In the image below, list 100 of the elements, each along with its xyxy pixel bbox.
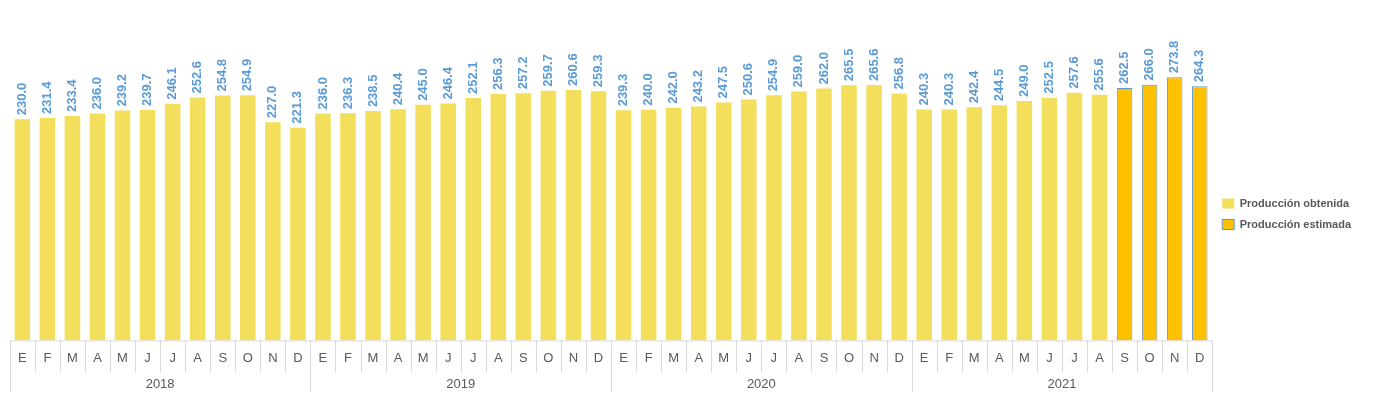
x-tick-label: N: [869, 349, 879, 365]
data-label: 260.6: [565, 53, 581, 86]
data-label: 273.8: [1166, 40, 1182, 74]
data-label: 244.5: [990, 68, 1006, 102]
x-tick-label: A: [493, 349, 503, 365]
x-tick-label: J: [1071, 349, 1078, 365]
data-label: 230.0: [13, 82, 29, 116]
x-tick-label: M: [718, 349, 730, 365]
bar: [1066, 92, 1083, 341]
data-label: 246.1: [164, 67, 180, 100]
legend-label: Producción estimada: [1239, 217, 1352, 230]
x-tick-label: J: [1046, 349, 1053, 365]
x-tick-label: M: [668, 349, 680, 365]
data-label: 242.0: [665, 71, 681, 104]
data-label: 243.2: [690, 70, 706, 103]
data-label: 254.9: [765, 58, 781, 92]
x-tick-label: N: [568, 349, 579, 365]
bar: [1016, 101, 1033, 341]
x-tick-label: F: [945, 349, 954, 365]
data-label: 249.0: [1015, 64, 1031, 98]
x-tick-label: D: [593, 349, 604, 365]
x-tick-label: M: [1018, 349, 1030, 365]
bar: [14, 119, 31, 341]
x-tick-label: A: [794, 349, 804, 365]
bar: [966, 107, 983, 341]
data-label: 231.4: [38, 80, 54, 114]
bar: [791, 91, 807, 341]
data-label: 256.8: [890, 56, 906, 90]
data-label: 242.4: [965, 70, 981, 104]
bar: [540, 90, 557, 341]
data-label: 259.0: [790, 54, 806, 88]
bar: [766, 95, 782, 341]
bar: [189, 97, 206, 341]
bar: [214, 95, 231, 341]
text: 2019: [446, 375, 476, 391]
bar: [590, 91, 607, 341]
x-tick-label: E: [919, 349, 929, 365]
x-tick-label: J: [169, 349, 176, 365]
data-label: 239.2: [114, 73, 130, 107]
bar: [89, 113, 106, 341]
data-label: 266.0: [1141, 48, 1157, 81]
bar: [991, 105, 1008, 341]
data-label: 265.6: [865, 48, 881, 82]
bar: [365, 111, 381, 341]
data-label: 252.6: [189, 61, 205, 94]
bar: [715, 102, 732, 341]
bar: [565, 89, 582, 341]
data-label: 262.5: [1116, 51, 1132, 85]
data-label: 259.3: [590, 54, 606, 88]
data-label: 221.3: [289, 91, 305, 124]
text: 2021: [1047, 375, 1077, 391]
x-tick-label: M: [417, 349, 429, 365]
bar: [440, 103, 456, 341]
x-tick-label: F: [43, 349, 52, 365]
x-tick-label: S: [819, 349, 829, 365]
bar: [64, 116, 81, 341]
x-tick-label: S: [1120, 349, 1130, 365]
x-tick-label: M: [367, 349, 379, 365]
x-tick-label: S: [519, 349, 529, 365]
bar: [640, 109, 657, 341]
data-label: 246.4: [439, 66, 455, 100]
x-tick-label: M: [117, 349, 128, 365]
bar: [465, 98, 482, 341]
x-tick-label: N: [1169, 349, 1180, 365]
data-label: 233.4: [64, 78, 80, 113]
data-label: 247.5: [715, 65, 731, 99]
x-tick-label: A: [694, 349, 704, 365]
bar: [916, 109, 932, 341]
bar: [265, 122, 281, 341]
x-tick-label: M: [968, 349, 980, 365]
x-tick-label: J: [470, 349, 477, 365]
data-label: 264.3: [1191, 49, 1207, 83]
x-tick-label: D: [293, 349, 303, 365]
bar: [315, 113, 331, 341]
bar: [690, 106, 707, 341]
data-label: 239.7: [139, 73, 155, 106]
x-tick-label: O: [543, 349, 554, 365]
data-label: 250.6: [740, 62, 756, 96]
data-label: 236.0: [314, 76, 330, 110]
data-label: 238.5: [364, 74, 380, 108]
bar: [866, 85, 882, 341]
data-label: 239.3: [615, 73, 631, 107]
x-tick-label: D: [1195, 349, 1205, 365]
bar: [340, 113, 356, 341]
data-label: 240.3: [940, 72, 956, 106]
x-tick-label: A: [1095, 349, 1105, 365]
x-tick-label: O: [242, 349, 253, 365]
bar: [164, 103, 181, 341]
x-tick-label: J: [770, 349, 778, 365]
data-label: 265.5: [840, 48, 856, 82]
x-tick-label: F: [344, 349, 353, 365]
bar: [841, 85, 857, 341]
x-tick-label: E: [619, 349, 629, 365]
x-tick-label: F: [644, 349, 653, 365]
bar: [741, 99, 757, 341]
x-tick-label: D: [894, 349, 904, 365]
data-label: 240.3: [915, 72, 931, 106]
data-label: 245.0: [414, 68, 430, 101]
x-tick-label: J: [144, 349, 151, 365]
x-tick-label: A: [994, 349, 1004, 365]
